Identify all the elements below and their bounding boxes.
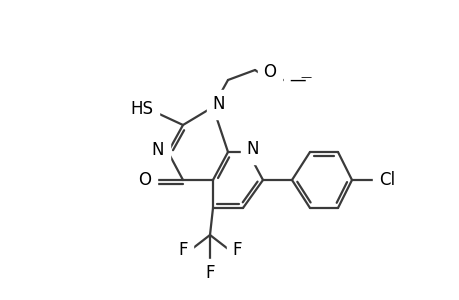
Text: N: N	[151, 141, 164, 159]
Bar	[378, 173, 394, 187]
Text: N: N	[246, 140, 259, 158]
Bar	[134, 102, 150, 116]
Text: HS: HS	[130, 100, 153, 118]
Bar	[232, 243, 241, 257]
Bar	[153, 143, 162, 157]
Text: N: N	[212, 95, 225, 113]
Bar	[205, 266, 214, 280]
Bar	[248, 142, 257, 156]
Bar	[293, 73, 302, 87]
Bar	[140, 173, 149, 187]
Text: F: F	[205, 264, 214, 282]
Text: —: —	[289, 71, 306, 89]
Bar	[265, 65, 274, 79]
Text: O: O	[263, 63, 276, 81]
Text: —: —	[300, 72, 311, 82]
Bar	[214, 97, 223, 111]
Bar	[178, 243, 187, 257]
Text: Cl: Cl	[378, 171, 394, 189]
Text: O: O	[138, 171, 151, 189]
Text: F: F	[178, 241, 187, 259]
Text: F: F	[232, 241, 241, 259]
